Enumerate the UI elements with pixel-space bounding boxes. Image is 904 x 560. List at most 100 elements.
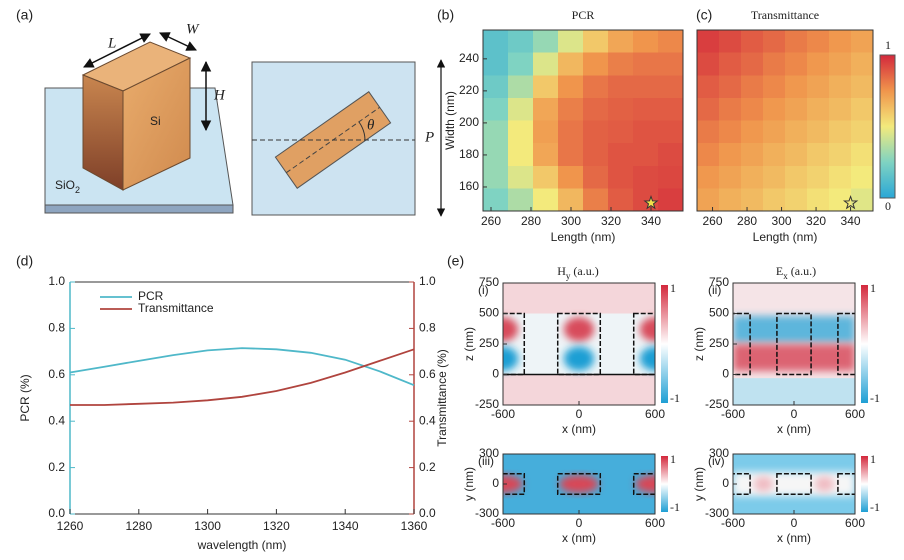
heatmap-cell <box>633 165 659 189</box>
colorbar <box>879 54 896 199</box>
si-front <box>122 57 191 191</box>
x-tick-label: 320 <box>601 214 621 228</box>
height-label: H <box>213 87 226 103</box>
si-label: Si <box>150 114 161 128</box>
heatmap-cell <box>807 52 830 76</box>
y-tick-label: 300 <box>479 446 499 460</box>
x-tick-label: 340 <box>641 214 661 228</box>
heatmap-cell <box>483 75 509 99</box>
pillar-outline <box>556 312 602 376</box>
field-lobe <box>753 476 774 492</box>
substrate-edge <box>44 204 234 214</box>
heatmap-cell <box>558 75 584 99</box>
field-lobe <box>503 346 519 371</box>
heatmap-cell <box>741 188 764 212</box>
field-band <box>733 378 855 405</box>
heatmap-cell <box>741 75 764 99</box>
y-tick-label: 0.0 <box>48 506 65 520</box>
x-tick-label: 600 <box>645 516 665 530</box>
heatmap-cell <box>697 120 720 144</box>
y-tick-label: 250 <box>709 336 729 350</box>
heatmap-cell <box>583 30 609 54</box>
heatmap-cell <box>763 165 786 189</box>
heatmap-cell <box>608 120 634 144</box>
field-lobe <box>814 476 835 492</box>
legend-label: Transmittance <box>138 301 214 315</box>
colorbar <box>861 456 868 512</box>
sio2-main: SiO <box>55 178 75 192</box>
heatmap-cell <box>719 30 742 54</box>
heatmap-cell <box>508 143 534 167</box>
colorbar-label: 0 <box>885 199 891 213</box>
x-tick-label: 0 <box>576 407 583 421</box>
map-label: (ii) <box>708 283 721 297</box>
heatmap-cell <box>608 188 634 212</box>
plot-frame <box>482 29 684 212</box>
heatmap-cell <box>633 97 659 121</box>
heatmap-cell <box>697 52 720 76</box>
x-tick-label: 1360 <box>401 519 428 533</box>
heatmap-cell <box>851 75 874 99</box>
heatmap-cell <box>807 97 830 121</box>
heatmap-cell <box>658 165 684 189</box>
title-main: E <box>776 264 783 278</box>
heatmap-cell <box>558 30 584 54</box>
y-tick-label: 0 <box>722 476 729 490</box>
heatmap-cell <box>583 52 609 76</box>
y-tick-label: -250 <box>475 397 499 411</box>
y-tick-label: -250 <box>705 397 729 411</box>
heatmap-cell <box>763 30 786 54</box>
sio2-label: SiO2 <box>55 178 80 195</box>
star-marker <box>842 194 859 210</box>
heatmap-cell <box>829 52 852 76</box>
y-tick-label: 240 <box>459 51 479 65</box>
heatmap-cell <box>558 97 584 121</box>
heatmap-cell <box>719 143 742 167</box>
star-marker <box>643 194 659 210</box>
pillar-outline <box>776 473 812 495</box>
colorbar <box>661 456 668 512</box>
heatmap-cell <box>533 97 559 121</box>
heatmap-cell <box>741 143 764 167</box>
heatmap-cell <box>785 165 808 189</box>
heatmap-cell <box>807 143 830 167</box>
heatmap-cell <box>807 30 830 54</box>
y2-tick-label: 0.6 <box>419 367 436 381</box>
x-tick-label: 1260 <box>57 519 84 533</box>
heatmap-cell <box>741 165 764 189</box>
heatmap-cell <box>741 97 764 121</box>
heatmap-cell <box>829 188 852 212</box>
heatmap-cell <box>558 165 584 189</box>
y-tick-label: -300 <box>475 506 499 520</box>
series-line <box>70 348 415 406</box>
colorbar-label: -1 <box>870 391 880 405</box>
title-sub: y <box>566 271 571 281</box>
heatmap-cell <box>558 120 584 144</box>
panel-label: (e) <box>447 253 464 269</box>
x-tick-label: 260 <box>703 214 723 228</box>
y-tick-label: 0.6 <box>48 367 65 381</box>
colorbar <box>661 285 668 403</box>
heatmap-cell <box>483 30 509 54</box>
heatmap-cell <box>633 52 659 76</box>
heatmap-cell <box>658 52 684 76</box>
heatmap-cell <box>658 120 684 144</box>
heatmap-cell <box>508 165 534 189</box>
colorbar <box>861 285 868 403</box>
y-tick-label: 300 <box>709 446 729 460</box>
field-lobe <box>639 317 655 342</box>
x-tick-label: 0 <box>791 407 798 421</box>
heatmap-cell <box>807 120 830 144</box>
sio2-sub: 2 <box>75 185 80 195</box>
x-axis-label: Length (nm) <box>753 230 818 244</box>
field-lobe <box>559 475 599 493</box>
title-sub: x <box>783 271 788 281</box>
x-axis-label: x (nm) <box>562 531 596 545</box>
heatmap-cell <box>583 75 609 99</box>
heatmap-title: PCR <box>572 8 595 22</box>
field-lobe <box>639 346 655 371</box>
heatmap-cell <box>719 165 742 189</box>
colorbar-label: 1 <box>870 281 876 295</box>
heatmap-cell <box>829 97 852 121</box>
